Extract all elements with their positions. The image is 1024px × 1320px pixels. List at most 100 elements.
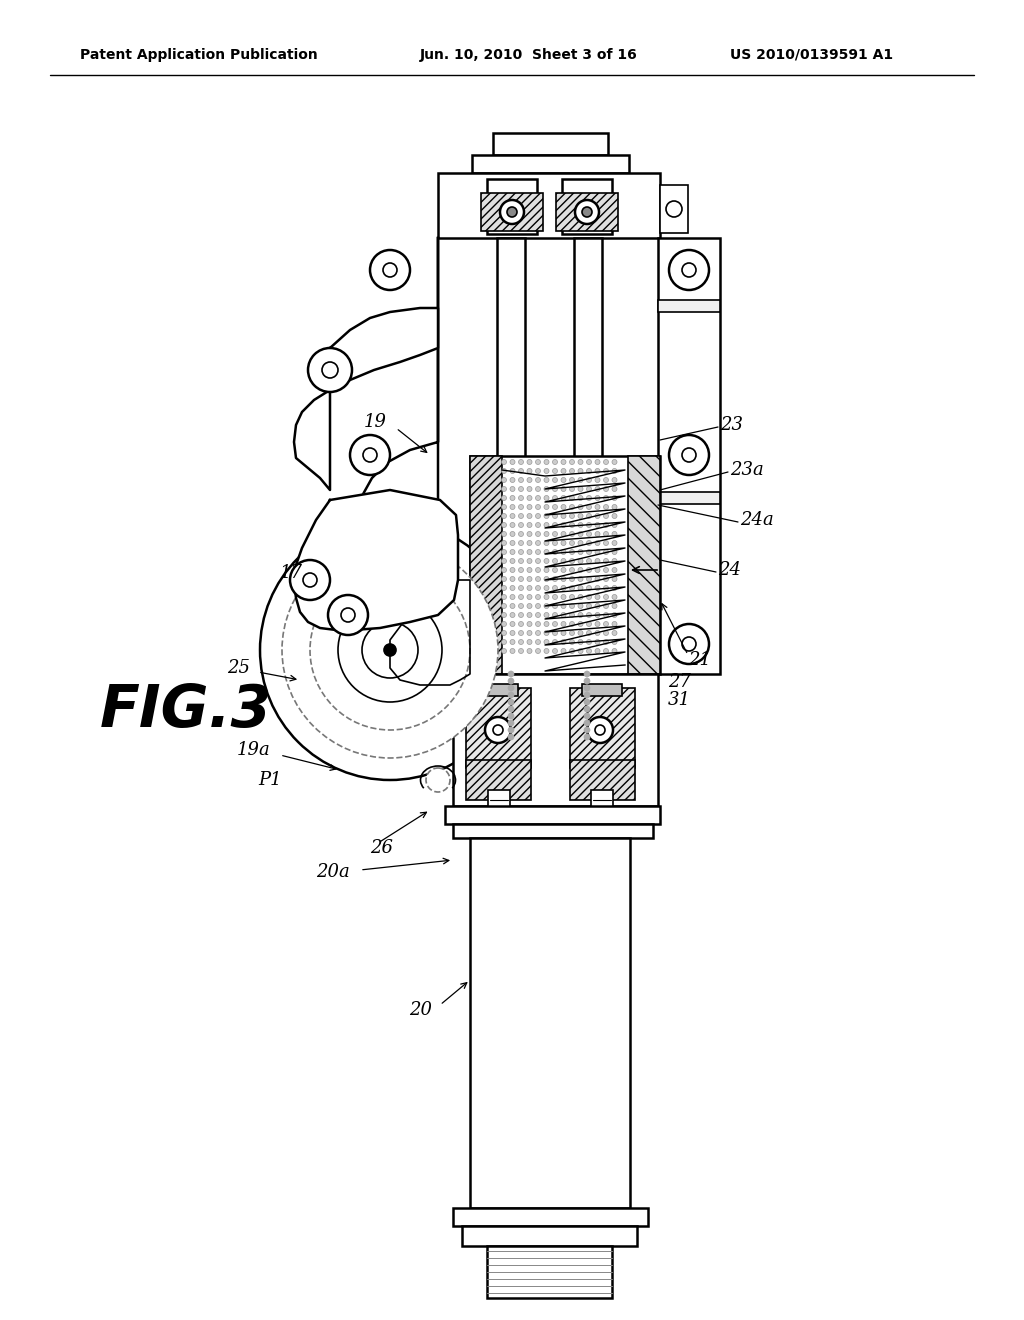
Circle shape bbox=[669, 436, 709, 475]
Polygon shape bbox=[294, 308, 438, 490]
Circle shape bbox=[553, 622, 557, 627]
Circle shape bbox=[612, 558, 617, 564]
Circle shape bbox=[426, 768, 450, 792]
Circle shape bbox=[553, 478, 557, 483]
Circle shape bbox=[612, 523, 617, 528]
Circle shape bbox=[518, 487, 523, 491]
Circle shape bbox=[527, 594, 532, 599]
Circle shape bbox=[341, 609, 355, 622]
Circle shape bbox=[612, 594, 617, 599]
Circle shape bbox=[595, 725, 605, 735]
Circle shape bbox=[595, 622, 600, 627]
Circle shape bbox=[584, 700, 590, 705]
Circle shape bbox=[578, 586, 583, 590]
Circle shape bbox=[544, 631, 549, 635]
Circle shape bbox=[587, 586, 592, 590]
Circle shape bbox=[569, 558, 574, 564]
Circle shape bbox=[578, 558, 583, 564]
Circle shape bbox=[603, 504, 608, 510]
Circle shape bbox=[569, 577, 574, 582]
Circle shape bbox=[587, 612, 592, 618]
Circle shape bbox=[561, 631, 566, 635]
Circle shape bbox=[575, 201, 599, 224]
Circle shape bbox=[536, 469, 541, 474]
Bar bbox=[570, 688, 635, 768]
Text: Patent Application Publication: Patent Application Publication bbox=[80, 48, 317, 62]
Circle shape bbox=[595, 469, 600, 474]
Circle shape bbox=[569, 459, 574, 465]
Circle shape bbox=[587, 717, 613, 743]
Circle shape bbox=[502, 558, 507, 564]
Circle shape bbox=[502, 549, 507, 554]
Circle shape bbox=[584, 713, 590, 719]
Circle shape bbox=[587, 459, 592, 465]
Circle shape bbox=[603, 648, 608, 653]
Circle shape bbox=[584, 719, 590, 726]
Circle shape bbox=[527, 469, 532, 474]
Circle shape bbox=[518, 648, 523, 653]
Circle shape bbox=[553, 586, 557, 590]
Circle shape bbox=[603, 495, 608, 500]
Circle shape bbox=[500, 201, 524, 224]
Circle shape bbox=[508, 678, 514, 684]
Text: 24a: 24a bbox=[740, 511, 774, 529]
Circle shape bbox=[507, 207, 517, 216]
Circle shape bbox=[518, 603, 523, 609]
Circle shape bbox=[561, 558, 566, 564]
Circle shape bbox=[612, 586, 617, 590]
Circle shape bbox=[603, 603, 608, 609]
Circle shape bbox=[612, 469, 617, 474]
Circle shape bbox=[527, 487, 532, 491]
Circle shape bbox=[502, 612, 507, 618]
Circle shape bbox=[561, 478, 566, 483]
Circle shape bbox=[603, 586, 608, 590]
Circle shape bbox=[485, 717, 511, 743]
Circle shape bbox=[578, 532, 583, 536]
Circle shape bbox=[544, 523, 549, 528]
Circle shape bbox=[536, 568, 541, 573]
Circle shape bbox=[612, 622, 617, 627]
Circle shape bbox=[578, 487, 583, 491]
Circle shape bbox=[569, 540, 574, 545]
Circle shape bbox=[578, 648, 583, 653]
Circle shape bbox=[303, 573, 317, 587]
Circle shape bbox=[527, 586, 532, 590]
Circle shape bbox=[553, 639, 557, 644]
Circle shape bbox=[595, 504, 600, 510]
Circle shape bbox=[603, 478, 608, 483]
Circle shape bbox=[536, 523, 541, 528]
Circle shape bbox=[544, 639, 549, 644]
Bar bbox=[487, 180, 537, 234]
Text: 27: 27 bbox=[668, 673, 691, 690]
Circle shape bbox=[322, 362, 338, 378]
Circle shape bbox=[518, 586, 523, 590]
Circle shape bbox=[510, 540, 515, 545]
Circle shape bbox=[536, 631, 541, 635]
Text: 24: 24 bbox=[718, 561, 741, 579]
Circle shape bbox=[561, 532, 566, 536]
Circle shape bbox=[510, 594, 515, 599]
Circle shape bbox=[350, 436, 390, 475]
Circle shape bbox=[578, 523, 583, 528]
Circle shape bbox=[569, 523, 574, 528]
Circle shape bbox=[603, 532, 608, 536]
Circle shape bbox=[561, 568, 566, 573]
Circle shape bbox=[502, 504, 507, 510]
Circle shape bbox=[569, 622, 574, 627]
Circle shape bbox=[510, 603, 515, 609]
Circle shape bbox=[544, 558, 549, 564]
Circle shape bbox=[587, 603, 592, 609]
Circle shape bbox=[595, 532, 600, 536]
Circle shape bbox=[578, 577, 583, 582]
Circle shape bbox=[510, 648, 515, 653]
Circle shape bbox=[595, 639, 600, 644]
Circle shape bbox=[544, 594, 549, 599]
Circle shape bbox=[510, 631, 515, 635]
Circle shape bbox=[510, 523, 515, 528]
Circle shape bbox=[536, 558, 541, 564]
Circle shape bbox=[508, 734, 514, 741]
Circle shape bbox=[587, 504, 592, 510]
Circle shape bbox=[612, 495, 617, 500]
Circle shape bbox=[603, 513, 608, 519]
Circle shape bbox=[518, 504, 523, 510]
